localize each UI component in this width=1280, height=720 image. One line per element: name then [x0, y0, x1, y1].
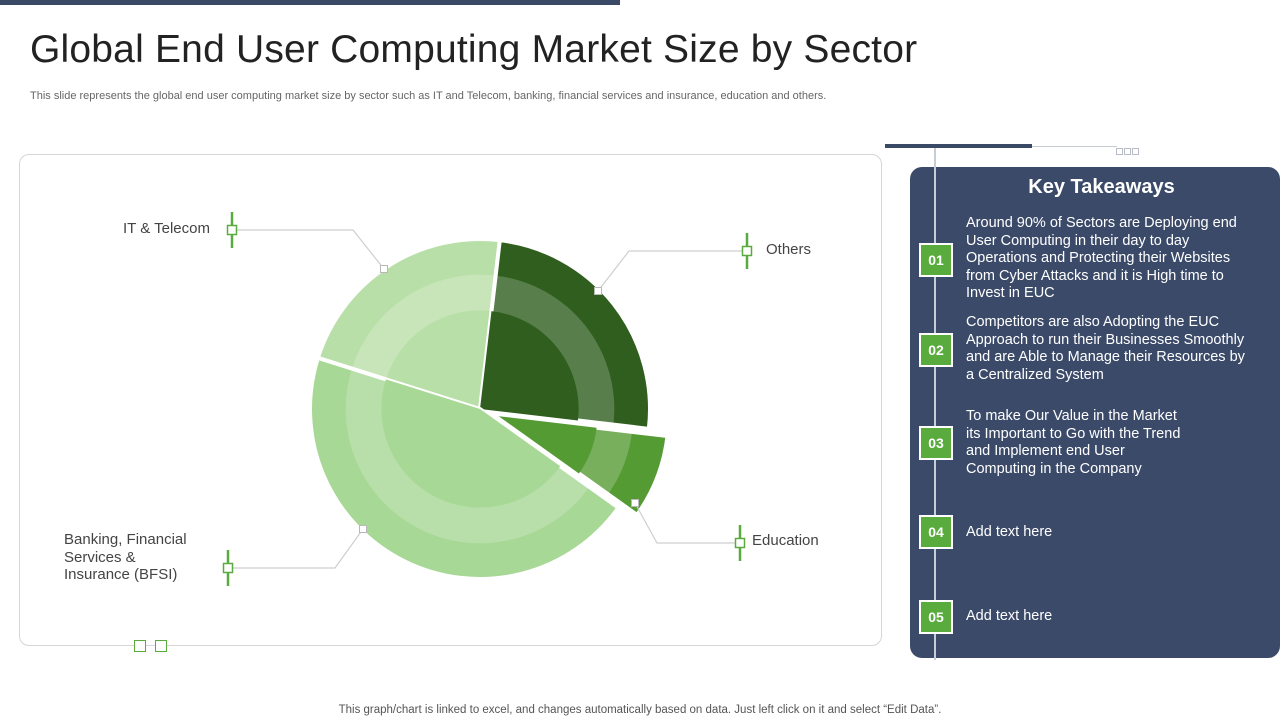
label-bfsi: Banking, Financial Services & Insurance …	[64, 531, 187, 584]
leader-it-telecom	[226, 212, 388, 273]
takeaway-line: from Cyber Attacks and it is High time t…	[966, 267, 1224, 284]
takeaway-number-04: 04	[919, 515, 953, 549]
takeaway-number-01: 01	[919, 243, 953, 277]
leader-line	[597, 250, 747, 292]
label-education: Education	[752, 532, 819, 549]
takeaway-number-05: 05	[919, 600, 953, 634]
decor-dot	[1132, 148, 1139, 155]
page-title: Global End User Computing Market Size by…	[30, 28, 918, 71]
leader-anchor	[359, 525, 367, 533]
top-accent-bar	[0, 0, 620, 5]
leader-others	[594, 233, 753, 295]
takeaway-line: To make Our Value in the Market	[966, 408, 1177, 424]
takeaway-line: Approach to run their Businesses Smoothl…	[966, 331, 1245, 348]
leader-marker	[741, 245, 753, 257]
takeaway-line: a Centralized System	[966, 366, 1104, 383]
decor-square	[155, 640, 167, 652]
page-subtitle: This slide represents the global end use…	[30, 90, 827, 102]
key-takeaways-panel	[910, 167, 1280, 658]
leader-marker	[222, 562, 234, 574]
pie-slice-core	[480, 311, 579, 421]
label-bfsi-line2: Services &	[64, 548, 136, 566]
takeaway-line: Computing in the Company	[966, 460, 1142, 477]
takeaway-line: Add text here	[966, 524, 1053, 540]
leader-line	[228, 528, 364, 569]
pie-slice-bfsi[interactable]	[308, 355, 622, 581]
takeaways-timeline-line	[934, 148, 936, 660]
takeaway-line: its Important to Go with the Trend	[966, 425, 1181, 442]
label-it-telecom: IT & Telecom	[123, 220, 210, 237]
label-bfsi-line1: Banking, Financial	[64, 531, 187, 548]
takeaways-rule-dark	[885, 144, 1032, 148]
takeaway-text-02: Competitors are also Adopting the EUC Ap…	[966, 314, 1266, 384]
takeaway-line: Competitors are also Adopting the EUC	[966, 314, 1220, 330]
leader-marker	[226, 224, 238, 236]
takeaway-text-01: Around 90% of Sectors are Deploying end …	[966, 215, 1266, 303]
takeaway-text-04: Add text here	[966, 524, 1266, 542]
leader-line	[634, 502, 740, 544]
leader-anchor	[380, 265, 388, 273]
decor-square	[134, 640, 146, 652]
takeaway-text-03: To make Our Value in the Market its Impo…	[966, 408, 1266, 478]
takeaway-line: and Implement end User	[966, 443, 1125, 459]
takeaway-text-05: Add text here	[966, 608, 1266, 626]
takeaway-number-03: 03	[919, 426, 953, 460]
leader-line	[232, 229, 385, 270]
leader-anchor	[631, 499, 639, 507]
takeaway-line: and are Able to Manage their Resources b…	[966, 349, 1245, 365]
card-decor-squares	[134, 639, 176, 657]
leader-bfsi	[222, 525, 367, 586]
leader-marker	[734, 537, 746, 549]
pie-slice-core	[381, 379, 561, 508]
footer-note: This graph/chart is linked to excel, and…	[338, 704, 942, 716]
pie-slice-education[interactable]	[497, 414, 670, 518]
takeaway-number-02: 02	[919, 333, 953, 367]
pie-slice-it-telecom[interactable]	[315, 237, 503, 412]
takeaway-line: Around 90% of Sectors are Deploying end	[966, 215, 1237, 231]
leader-education	[631, 499, 746, 561]
takeaway-line: Invest in EUC	[966, 285, 1055, 301]
decor-dot	[1116, 148, 1123, 155]
pie-slice-others[interactable]	[477, 237, 652, 432]
pie-chart[interactable]	[20, 155, 883, 647]
takeaway-line: User Computing in their day to day	[966, 232, 1190, 249]
takeaways-decor-dots	[1116, 142, 1140, 160]
takeaway-line: Operations and Protecting their Websites	[966, 250, 1231, 266]
leader-anchor	[594, 287, 602, 295]
key-takeaways-title: Key Takeaways	[1028, 176, 1175, 198]
takeaways-rule-light	[1032, 145, 1117, 147]
takeaway-line: Add text here	[966, 608, 1053, 624]
pie-slice-core	[498, 416, 597, 474]
label-others: Others	[766, 241, 812, 258]
label-bfsi-line3: Insurance (BFSI)	[64, 566, 178, 583]
pie-slice-core	[385, 310, 492, 409]
chart-card: IT & Telecom Others Education Banking, F…	[19, 154, 882, 646]
decor-dot	[1124, 148, 1131, 155]
